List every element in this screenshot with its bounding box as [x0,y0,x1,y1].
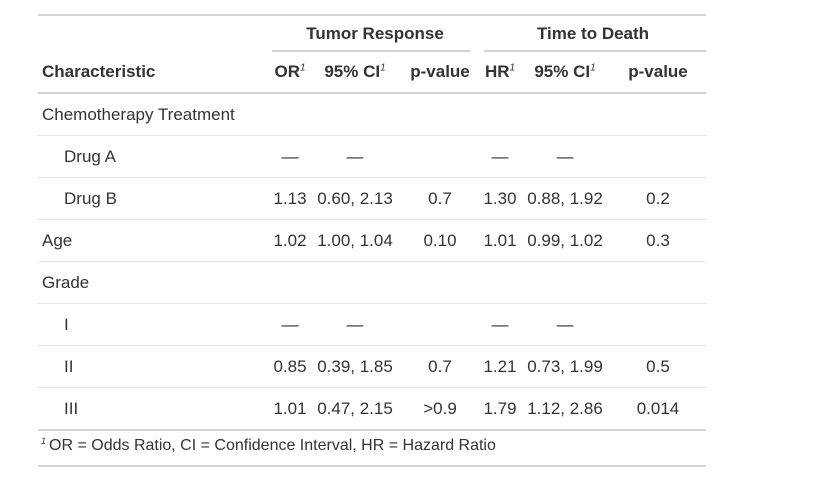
table-row: I — — — — [38,303,706,346]
cell-ci-tumor: 0.47, 2.15 [310,387,400,431]
cell-pvalue-tumor: 0.7 [400,177,480,220]
column-header-row: Characteristic OR1 95% CI1 p-value HR1 9… [38,52,706,94]
row-label: Drug B [38,177,270,220]
cell-pvalue-death [610,135,706,178]
row-label: Drug A [38,135,270,178]
spanner-tumor-label: Tumor Response [306,24,444,43]
cell-pvalue-tumor: >0.9 [400,387,480,431]
cell-pvalue-death [610,303,706,346]
cell-ci-tumor [310,261,400,304]
header-ci-tumor: 95% CI1 [310,52,400,94]
header-pvalue-death: p-value [610,52,706,94]
cell-hr: 1.79 [480,387,520,431]
cell-pvalue-tumor [400,135,480,178]
row-label: Grade [38,261,270,304]
cell-pvalue-death: 0.5 [610,345,706,388]
table-row: III 1.01 0.47, 2.15 >0.9 1.79 1.12, 2.86… [38,387,706,431]
row-label: Chemotherapy Treatment [38,93,270,136]
cell-pvalue-tumor: 0.10 [400,219,480,262]
summary-table: Tumor Response Time to Death Characteris… [38,14,706,431]
footnote-text: OR = Odds Ratio, CI = Confidence Interva… [49,437,496,454]
row-label: I [38,303,270,346]
footnote-mark: 1 [299,62,306,74]
table-row: Drug B 1.13 0.60, 2.13 0.7 1.30 0.88, 1.… [38,177,706,220]
header-hr: HR1 [480,52,520,94]
cell-hr [480,261,520,304]
cell-ci-tumor: 1.00, 1.04 [310,219,400,262]
cell-or: 1.02 [270,219,310,262]
cell-hr [480,93,520,136]
cell-ci-tumor: 0.60, 2.13 [310,177,400,220]
cell-hr: — [480,135,520,178]
cell-or: 1.01 [270,387,310,431]
cell-pvalue-death [610,261,706,304]
table-row: II 0.85 0.39, 1.85 0.7 1.21 0.73, 1.99 0… [38,345,706,388]
cell-or: — [270,303,310,346]
cell-ci-death: 1.12, 2.86 [520,387,610,431]
footnote-mark: 1 [509,62,516,74]
spanner-death-label: Time to Death [536,24,650,43]
header-or: OR1 [270,52,310,94]
cell-hr: 1.30 [480,177,520,220]
table-row: Grade [38,261,706,304]
cell-pvalue-tumor [400,261,480,304]
footnote-mark: 1 [41,435,47,446]
cell-pvalue-death [610,93,706,136]
footnote-mark: 1 [380,62,386,74]
cell-or: 0.85 [270,345,310,388]
cell-or [270,261,310,304]
cell-ci-death: 0.99, 1.02 [520,219,610,262]
cell-ci-tumor [310,93,400,136]
table-row: Age 1.02 1.00, 1.04 0.10 1.01 0.99, 1.02… [38,219,706,262]
footnote-mark: 1 [590,62,596,74]
cell-or: — [270,135,310,178]
cell-pvalue-death: 0.2 [610,177,706,220]
cell-or: 1.13 [270,177,310,220]
regression-table: Tumor Response Time to Death Characteris… [38,14,706,467]
cell-pvalue-death: 0.014 [610,387,706,431]
row-label: II [38,345,270,388]
table-row: Chemotherapy Treatment [38,93,706,136]
header-pvalue-tumor: p-value [400,52,480,94]
cell-pvalue-tumor [400,303,480,346]
cell-ci-death: — [520,135,610,178]
table-row: Drug A — — — — [38,135,706,178]
row-label: III [38,387,270,431]
cell-ci-tumor: — [310,303,400,346]
cell-hr: — [480,303,520,346]
cell-or [270,93,310,136]
cell-hr: 1.21 [480,345,520,388]
cell-ci-tumor: 0.39, 1.85 [310,345,400,388]
spanner-time-to-death: Time to Death [480,15,706,52]
cell-hr: 1.01 [480,219,520,262]
spanner-empty [38,15,270,52]
cell-pvalue-death: 0.3 [610,219,706,262]
cell-ci-death: 0.88, 1.92 [520,177,610,220]
cell-ci-death: 0.73, 1.99 [520,345,610,388]
table-footnote: 1 OR = Odds Ratio, CI = Confidence Interv… [38,431,706,467]
header-ci-death: 95% CI1 [520,52,610,94]
header-characteristic: Characteristic [38,52,270,94]
cell-pvalue-tumor [400,93,480,136]
spanner-row: Tumor Response Time to Death [38,15,706,52]
spanner-tumor-response: Tumor Response [270,15,480,52]
row-label: Age [38,219,270,262]
cell-ci-tumor: — [310,135,400,178]
cell-ci-death: — [520,303,610,346]
cell-ci-death [520,93,610,136]
cell-ci-death [520,261,610,304]
cell-pvalue-tumor: 0.7 [400,345,480,388]
